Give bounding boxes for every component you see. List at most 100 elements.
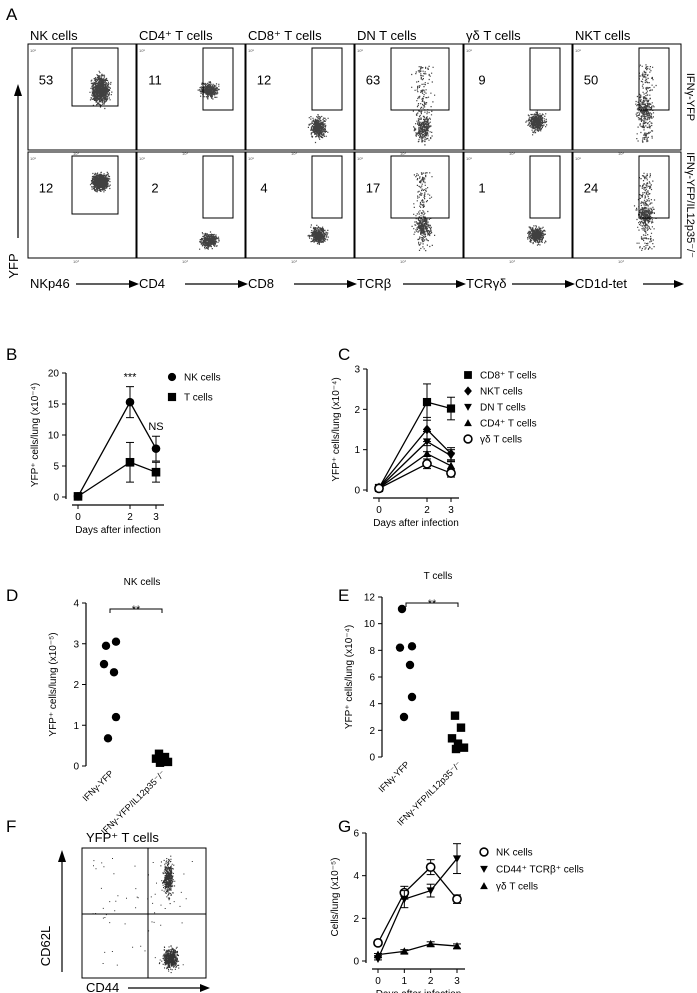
data-point <box>422 438 432 446</box>
data-point <box>111 712 121 722</box>
data-point <box>447 734 457 743</box>
data-point <box>103 734 113 743</box>
legend-marker <box>480 865 488 873</box>
flow-dot-cloud <box>635 64 657 143</box>
y-tick-label: 0 <box>53 493 59 504</box>
axis-tick-tiny: 10⁵ <box>357 48 363 53</box>
flow-plot-frame <box>27 151 137 259</box>
x-tick-label: 2 <box>127 512 133 523</box>
panel-g-chart: 0 2 4 6 0 1 2 3 Days after infection Cells/lung (… <box>330 829 584 993</box>
y-tick-label: 4 <box>369 699 375 710</box>
significance-bracket <box>405 602 459 607</box>
axis-tick-tiny: 10³ <box>509 151 515 156</box>
axis-tick-tiny: 10⁵ <box>466 156 472 161</box>
flow-dot-cloud <box>197 81 220 100</box>
y-tick-label: 3 <box>354 365 360 376</box>
gate-box <box>390 47 450 111</box>
data-point <box>459 743 469 752</box>
x-category-label: IFNγ-YFP <box>376 759 411 794</box>
plot-title: NK cells <box>124 577 161 588</box>
data-point <box>154 749 164 758</box>
data-point <box>425 862 436 873</box>
flow-plot-frame <box>463 151 573 259</box>
gate-box <box>202 155 234 219</box>
data-point <box>452 894 462 905</box>
y-axis-title: YFP⁺ cells/lung (x10⁻⁴) <box>344 625 355 729</box>
legend-label: γδ T cells <box>480 435 522 446</box>
flow-plot-frame <box>463 43 573 151</box>
series-line <box>77 400 157 497</box>
series-line <box>378 428 452 488</box>
x-tick-label: 2 <box>428 976 434 987</box>
gate-box <box>638 155 670 219</box>
panel-e-chart: T cells 0 2 4 6 8 10 12 YFP⁺ cells/lung (x10⁻⁴) I… <box>344 571 469 828</box>
x-axis-arrow-head <box>456 280 466 288</box>
panel-f-flow-plot: YFP⁺ T cells CD62L CD44 <box>38 830 210 993</box>
panel-letter-a: A <box>6 5 18 24</box>
plot-title: YFP⁺ T cells <box>86 830 159 845</box>
data-point <box>452 855 462 863</box>
x-tick-label: 3 <box>454 976 460 987</box>
y-tick-label: 20 <box>48 369 60 380</box>
gate-percent: 12 <box>39 180 53 195</box>
data-point <box>373 937 383 948</box>
flow-plot-frame <box>354 151 464 259</box>
column-title: NK cells <box>30 28 78 43</box>
significance-bracket <box>109 608 163 613</box>
x-tick-label: 1 <box>402 976 408 987</box>
gate-percent: 24 <box>584 180 598 195</box>
y-tick-label: 0 <box>354 486 360 497</box>
panel-a-flow-grid: YFP IFNγ-YFP IFNγ-YFP/IL12p35⁻/⁻ NK cells 53… <box>6 28 696 291</box>
panel-d-chart: NK cells 0 1 2 3 4 YFP⁺ cells/lung (x10⁻⁵) IFNγ… <box>48 577 173 837</box>
legend-marker <box>464 386 472 396</box>
x-axis-title: Days after infection <box>373 518 459 529</box>
data-point <box>109 668 119 677</box>
y-tick-label: 8 <box>369 646 375 657</box>
y-axis-arrow-head <box>14 84 22 96</box>
legend-label: NK cells <box>496 848 533 859</box>
y-tick-label: 15 <box>48 400 60 411</box>
flow-plot-frame <box>572 43 682 151</box>
gate-box <box>71 47 119 107</box>
row-label: IFNγ-YFP <box>684 73 696 121</box>
y-axis-title: YFP⁺ cells/lung (x10⁻⁴) <box>30 383 41 487</box>
significance-label: ** <box>132 604 141 616</box>
y-tick-label: 0 <box>73 762 79 773</box>
y-tick-label: 10 <box>48 431 60 442</box>
flow-plot-frame <box>136 43 246 151</box>
gate-box <box>529 47 561 111</box>
significance-label: *** <box>124 372 138 384</box>
series-line <box>377 943 458 956</box>
panel-letter-f: F <box>6 817 16 836</box>
x-axis-label: CD1d-tet <box>575 276 627 291</box>
panel-c-chart: 0 1 2 3 0 2 3 Days after infection YFP⁺ cells/lu… <box>331 365 537 530</box>
panel-b-chart: 0 5 10 15 20 0 2 3 Days after infection YFP⁺ cell… <box>30 369 221 537</box>
gate-percent: 63 <box>366 72 380 87</box>
y-tick-label: 4 <box>73 599 79 610</box>
gate-box <box>311 47 343 111</box>
data-point <box>395 643 405 652</box>
axis-tick-tiny: 10³ <box>400 151 406 156</box>
x-axis-label: TCRγδ <box>466 276 506 291</box>
data-point <box>407 642 417 651</box>
flow-dot-cloud <box>92 855 193 974</box>
y-tick-label: 0 <box>369 753 375 764</box>
data-point <box>101 641 111 650</box>
gate-percent: 9 <box>478 72 485 87</box>
legend-marker <box>463 434 473 444</box>
axis-tick-tiny: 10⁵ <box>248 48 254 53</box>
flow-plot-frame <box>245 151 355 259</box>
column-title: CD4⁺ T cells <box>139 28 213 43</box>
gate-box <box>638 47 670 111</box>
gate-percent: 50 <box>584 72 598 87</box>
axis-tick-tiny: 10⁵ <box>466 48 472 53</box>
data-point <box>151 444 161 453</box>
data-point <box>99 659 109 669</box>
data-point <box>397 604 407 614</box>
flow-dot-cloud <box>307 224 329 245</box>
x-axis-arrow-head <box>674 280 684 288</box>
y-tick-label: 0 <box>353 957 359 968</box>
data-point <box>446 461 456 470</box>
panel-letter-b: B <box>6 345 17 364</box>
legend-label: CD44⁺ TCRβ⁺ cells <box>496 865 584 876</box>
